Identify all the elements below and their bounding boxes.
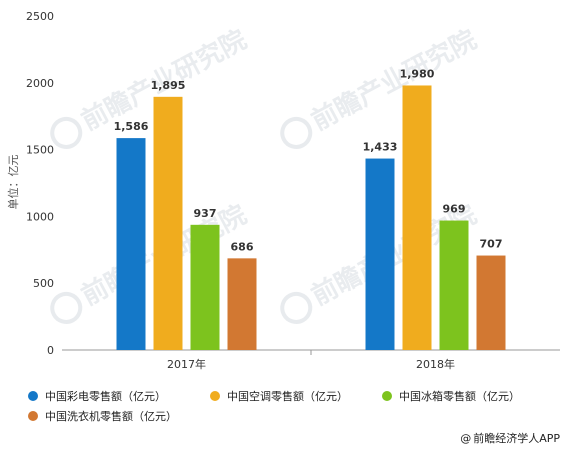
bar (153, 96, 183, 350)
at-icon: @ (460, 431, 472, 445)
bar (227, 258, 257, 350)
watermark-logo-icon (50, 291, 83, 324)
legend-item: 中国空调零售额（亿元） (210, 388, 348, 404)
legend-item: 中国冰箱零售额（亿元） (382, 388, 520, 404)
bar (365, 158, 395, 350)
bars (116, 85, 506, 351)
data-label: 1,586 (114, 120, 149, 133)
watermark: 前瞻产业研究院 (50, 24, 252, 149)
legend-item: 中国洗衣机零售额（亿元） (28, 408, 177, 424)
legend-dot-icon (28, 391, 38, 401)
source-text: 前瞻经济学人APP (473, 432, 560, 445)
data-label: 969 (443, 203, 466, 216)
watermark-logo-icon (280, 291, 313, 324)
y-tick-label: 2000 (26, 77, 54, 90)
y-tick-label: 0 (47, 344, 54, 357)
data-label: 707 (480, 238, 503, 251)
watermark-logo-icon (50, 116, 83, 149)
watermark: 前瞻产业研究院 (50, 199, 252, 324)
value-labels: 1,586 1,895 937 686 1,433 1,980 969 707 (114, 67, 503, 253)
bar (116, 138, 146, 350)
source-credit: @ 前瞻经济学人APP (460, 430, 560, 446)
legend-dot-icon (210, 391, 220, 401)
x-tick-label: 2017年 (167, 357, 206, 371)
bar (476, 255, 506, 350)
watermark: 前瞻产业研究院 (280, 24, 482, 149)
watermark-text: 前瞻产业研究院 (306, 24, 481, 137)
bar (402, 85, 432, 351)
y-axis-label: 单位：亿元 (6, 155, 20, 210)
bar (190, 224, 220, 350)
legend-label: 中国冰箱零售额（亿元） (399, 390, 520, 403)
data-label: 1,433 (363, 141, 398, 154)
bar (439, 220, 469, 350)
legend-label: 中国洗衣机零售额（亿元） (45, 410, 177, 423)
y-tick-label: 1500 (26, 144, 54, 157)
legend-label: 中国彩电零售额（亿元） (45, 390, 166, 403)
legend-item: 中国彩电零售额（亿元） (28, 388, 166, 404)
y-tick-label: 1000 (26, 210, 54, 223)
legend-dot-icon (28, 411, 38, 421)
legend-label: 中国空调零售额（亿元） (227, 390, 348, 403)
data-label: 937 (194, 207, 217, 220)
legend-dot-icon (382, 391, 392, 401)
data-label: 1,980 (400, 67, 435, 80)
watermark-logo-icon (280, 116, 313, 149)
data-label: 1,895 (151, 79, 186, 92)
data-label: 686 (231, 240, 254, 253)
y-tick-label: 500 (33, 277, 54, 290)
x-tick-label: 2018年 (416, 357, 455, 371)
y-tick-label: 2500 (26, 10, 54, 23)
